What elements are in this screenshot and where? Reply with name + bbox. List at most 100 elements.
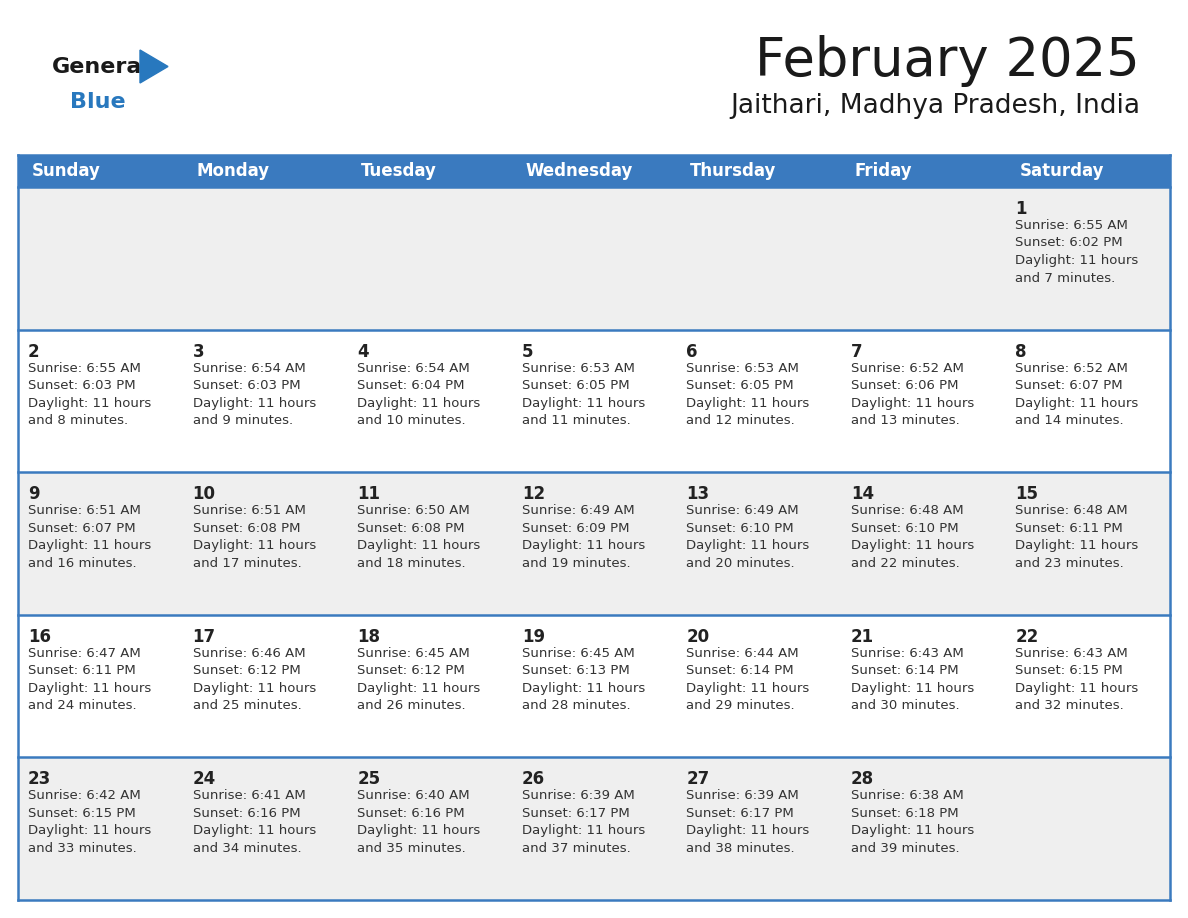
Text: and 30 minutes.: and 30 minutes. (851, 700, 960, 712)
Text: Sunrise: 6:51 AM: Sunrise: 6:51 AM (29, 504, 141, 517)
Text: Sunset: 6:06 PM: Sunset: 6:06 PM (851, 379, 959, 392)
Text: Sunrise: 6:54 AM: Sunrise: 6:54 AM (192, 362, 305, 375)
Text: Daylight: 11 hours: Daylight: 11 hours (1016, 254, 1138, 267)
Text: 20: 20 (687, 628, 709, 645)
Text: Sunrise: 6:39 AM: Sunrise: 6:39 AM (687, 789, 800, 802)
Text: Friday: Friday (855, 162, 912, 180)
Text: and 10 minutes.: and 10 minutes. (358, 414, 466, 427)
Text: Sunset: 6:15 PM: Sunset: 6:15 PM (29, 807, 135, 820)
Text: and 28 minutes.: and 28 minutes. (522, 700, 631, 712)
Text: Sunset: 6:17 PM: Sunset: 6:17 PM (522, 807, 630, 820)
Text: Daylight: 11 hours: Daylight: 11 hours (851, 539, 974, 553)
Text: Sunrise: 6:41 AM: Sunrise: 6:41 AM (192, 789, 305, 802)
Text: 8: 8 (1016, 342, 1026, 361)
Text: Sunset: 6:14 PM: Sunset: 6:14 PM (851, 665, 959, 677)
Text: Sunrise: 6:51 AM: Sunrise: 6:51 AM (192, 504, 305, 517)
Text: Sunrise: 6:44 AM: Sunrise: 6:44 AM (687, 647, 798, 660)
Text: Sunrise: 6:55 AM: Sunrise: 6:55 AM (29, 362, 141, 375)
Text: 1: 1 (1016, 200, 1026, 218)
Text: 21: 21 (851, 628, 874, 645)
Text: and 14 minutes.: and 14 minutes. (1016, 414, 1124, 427)
Text: Thursday: Thursday (690, 162, 777, 180)
Text: 24: 24 (192, 770, 216, 789)
Text: 26: 26 (522, 770, 545, 789)
Text: Sunday: Sunday (32, 162, 101, 180)
Text: Sunset: 6:14 PM: Sunset: 6:14 PM (687, 665, 794, 677)
Text: Sunrise: 6:52 AM: Sunrise: 6:52 AM (851, 362, 963, 375)
Text: and 20 minutes.: and 20 minutes. (687, 556, 795, 570)
Text: Sunrise: 6:43 AM: Sunrise: 6:43 AM (851, 647, 963, 660)
Text: Daylight: 11 hours: Daylight: 11 hours (1016, 539, 1138, 553)
Text: Daylight: 11 hours: Daylight: 11 hours (687, 682, 809, 695)
Text: Sunrise: 6:46 AM: Sunrise: 6:46 AM (192, 647, 305, 660)
Text: 23: 23 (29, 770, 51, 789)
Text: Jaithari, Madhya Pradesh, India: Jaithari, Madhya Pradesh, India (729, 93, 1140, 119)
Text: 22: 22 (1016, 628, 1038, 645)
Text: and 19 minutes.: and 19 minutes. (522, 556, 631, 570)
Text: Daylight: 11 hours: Daylight: 11 hours (851, 682, 974, 695)
Text: and 22 minutes.: and 22 minutes. (851, 556, 960, 570)
Text: Sunrise: 6:55 AM: Sunrise: 6:55 AM (1016, 219, 1129, 232)
Text: Sunset: 6:11 PM: Sunset: 6:11 PM (29, 665, 135, 677)
Bar (18, 615, 1170, 757)
Text: Daylight: 11 hours: Daylight: 11 hours (522, 824, 645, 837)
Text: 19: 19 (522, 628, 545, 645)
Text: Sunset: 6:02 PM: Sunset: 6:02 PM (1016, 237, 1123, 250)
Text: and 16 minutes.: and 16 minutes. (29, 556, 137, 570)
Text: Sunset: 6:16 PM: Sunset: 6:16 PM (192, 807, 301, 820)
Text: 28: 28 (851, 770, 874, 789)
Text: and 24 minutes.: and 24 minutes. (29, 700, 137, 712)
Text: Sunset: 6:08 PM: Sunset: 6:08 PM (358, 521, 465, 534)
Text: Daylight: 11 hours: Daylight: 11 hours (358, 824, 480, 837)
Text: Daylight: 11 hours: Daylight: 11 hours (29, 397, 151, 409)
Text: 10: 10 (192, 486, 215, 503)
Text: 14: 14 (851, 486, 874, 503)
Text: Monday: Monday (196, 162, 270, 180)
Text: 16: 16 (29, 628, 51, 645)
Text: Daylight: 11 hours: Daylight: 11 hours (192, 539, 316, 553)
Text: Sunset: 6:16 PM: Sunset: 6:16 PM (358, 807, 465, 820)
Text: and 26 minutes.: and 26 minutes. (358, 700, 466, 712)
Text: Daylight: 11 hours: Daylight: 11 hours (29, 682, 151, 695)
Text: Daylight: 11 hours: Daylight: 11 hours (687, 397, 809, 409)
Text: Daylight: 11 hours: Daylight: 11 hours (687, 539, 809, 553)
Text: Sunrise: 6:53 AM: Sunrise: 6:53 AM (522, 362, 634, 375)
Bar (18, 187, 1170, 330)
Text: 27: 27 (687, 770, 709, 789)
Text: Sunset: 6:04 PM: Sunset: 6:04 PM (358, 379, 465, 392)
Text: and 35 minutes.: and 35 minutes. (358, 842, 466, 855)
Text: 15: 15 (1016, 486, 1038, 503)
Text: and 18 minutes.: and 18 minutes. (358, 556, 466, 570)
Text: Saturday: Saturday (1019, 162, 1104, 180)
Text: Daylight: 11 hours: Daylight: 11 hours (522, 397, 645, 409)
Text: and 33 minutes.: and 33 minutes. (29, 842, 137, 855)
Text: Sunrise: 6:48 AM: Sunrise: 6:48 AM (851, 504, 963, 517)
Text: Sunrise: 6:45 AM: Sunrise: 6:45 AM (522, 647, 634, 660)
Text: Sunset: 6:07 PM: Sunset: 6:07 PM (1016, 379, 1123, 392)
Text: Sunset: 6:15 PM: Sunset: 6:15 PM (1016, 665, 1123, 677)
Text: Sunset: 6:18 PM: Sunset: 6:18 PM (851, 807, 959, 820)
Text: Daylight: 11 hours: Daylight: 11 hours (358, 397, 480, 409)
Text: 12: 12 (522, 486, 545, 503)
Text: Sunset: 6:12 PM: Sunset: 6:12 PM (192, 665, 301, 677)
Text: Daylight: 11 hours: Daylight: 11 hours (522, 682, 645, 695)
Text: Sunset: 6:08 PM: Sunset: 6:08 PM (192, 521, 301, 534)
Text: 9: 9 (29, 486, 39, 503)
Text: General: General (52, 57, 150, 77)
Text: and 13 minutes.: and 13 minutes. (851, 414, 960, 427)
Text: Sunrise: 6:50 AM: Sunrise: 6:50 AM (358, 504, 470, 517)
Bar (18, 330, 1170, 472)
Text: Sunrise: 6:53 AM: Sunrise: 6:53 AM (687, 362, 800, 375)
Text: Daylight: 11 hours: Daylight: 11 hours (1016, 682, 1138, 695)
Text: 17: 17 (192, 628, 216, 645)
Text: Daylight: 11 hours: Daylight: 11 hours (192, 682, 316, 695)
Text: and 39 minutes.: and 39 minutes. (851, 842, 960, 855)
Text: Sunset: 6:03 PM: Sunset: 6:03 PM (192, 379, 301, 392)
Text: Sunrise: 6:49 AM: Sunrise: 6:49 AM (522, 504, 634, 517)
Text: and 37 minutes.: and 37 minutes. (522, 842, 631, 855)
Text: Sunset: 6:03 PM: Sunset: 6:03 PM (29, 379, 135, 392)
Text: Sunset: 6:11 PM: Sunset: 6:11 PM (1016, 521, 1123, 534)
Text: and 23 minutes.: and 23 minutes. (1016, 556, 1124, 570)
Text: and 32 minutes.: and 32 minutes. (1016, 700, 1124, 712)
Text: 5: 5 (522, 342, 533, 361)
